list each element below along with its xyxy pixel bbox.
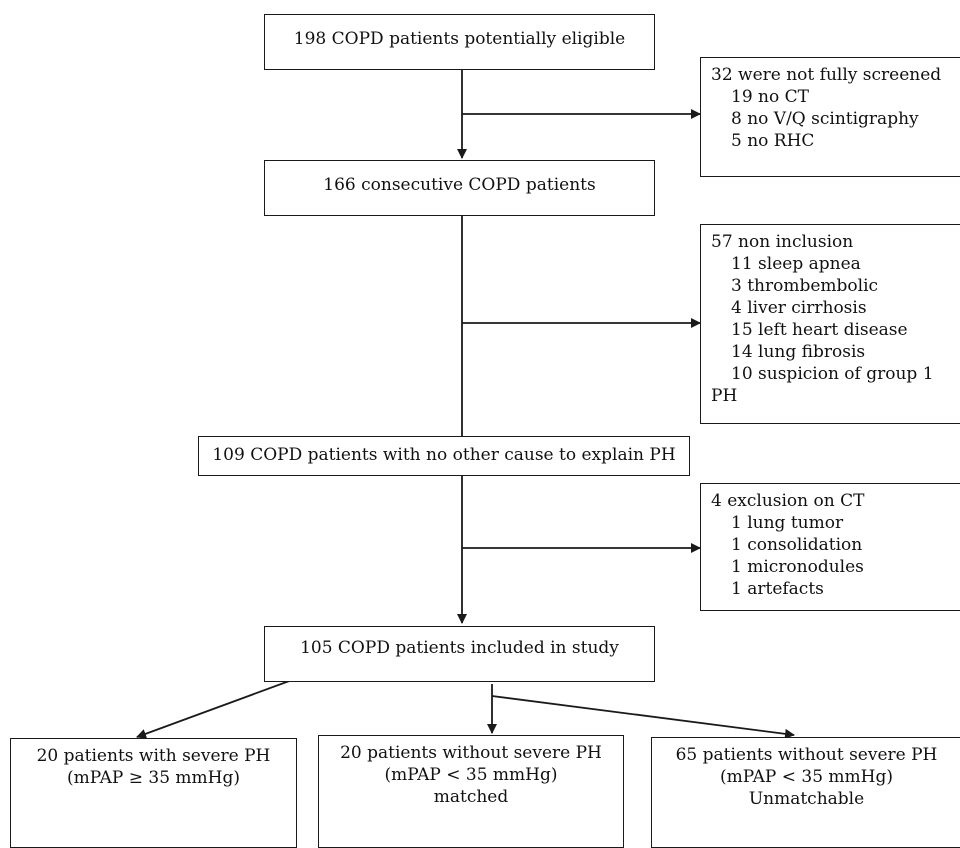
box-included: 105 COPD patients included in study: [264, 626, 655, 682]
box-eligible-text: 198 COPD patients potentially eligible: [293, 29, 626, 49]
exclusion-ct-line-1: 4 exclusion on CT: [711, 491, 865, 511]
box-exclusion-ct: 4 exclusion on CT 1 lung tumor 1 consoli…: [700, 483, 960, 611]
non-inclusion-line-4: 4 liver cirrhosis: [731, 298, 867, 318]
exclusion-ct-line-4: 1 micronodules: [731, 557, 864, 577]
not-screened-line-2: 19 no CT: [731, 87, 809, 107]
not-screened-line-3: 8 no V/Q scintigraphy: [731, 109, 919, 129]
unmatchable-line-3: Unmatchable: [748, 789, 865, 809]
box-consecutive: 166 consecutive COPD patients: [264, 160, 655, 216]
non-inclusion-line-6: 14 lung fibrosis: [731, 342, 866, 362]
matched-line-1: 20 patients without severe PH: [340, 743, 602, 763]
box-non-inclusion: 57 non inclusion 11 sleep apnea 3 thromb…: [700, 224, 960, 424]
non-inclusion-line-3: 3 thrombembolic: [731, 276, 879, 296]
not-screened-line-1: 32 were not fully screened: [711, 65, 942, 85]
non-inclusion-line-1: 57 non inclusion: [711, 232, 854, 252]
matched-line-3: matched: [433, 787, 509, 807]
exclusion-ct-line-2: 1 lung tumor: [731, 513, 844, 533]
non-inclusion-line-5: 15 left heart disease: [731, 320, 908, 340]
box-no-other-cause: 109 COPD patients with no other cause to…: [198, 436, 690, 476]
exclusion-ct-line-3: 1 consolidation: [731, 535, 863, 555]
exclusion-ct-line-5: 1 artefacts: [731, 579, 824, 599]
arrow-included-to-severe-ph: [136, 679, 293, 739]
box-matched: 20 patients without severe PH (mPAP < 35…: [318, 735, 624, 848]
matched-line-2: (mPAP < 35 mmHg): [384, 765, 558, 785]
not-screened-line-4: 5 no RHC: [731, 131, 815, 151]
box-included-text: 105 COPD patients included in study: [300, 638, 619, 658]
severe-ph-line-2: (mPAP ≥ 35 mmHg): [66, 768, 240, 788]
box-no-other-cause-text: 109 COPD patients with no other cause to…: [212, 445, 676, 465]
non-inclusion-line-2: 11 sleep apnea: [731, 254, 861, 274]
box-unmatchable: 65 patients without severe PH (mPAP < 35…: [651, 737, 960, 848]
severe-ph-line-1: 20 patients with severe PH: [36, 746, 271, 766]
box-not-screened: 32 were not fully screened 19 no CT 8 no…: [700, 57, 960, 177]
unmatchable-line-1: 65 patients without severe PH: [675, 745, 938, 765]
box-severe-ph: 20 patients with severe PH (mPAP ≥ 35 mm…: [10, 738, 297, 848]
arrow-included-to-unmatchable: [491, 695, 795, 739]
box-eligible: 198 COPD patients potentially eligible: [264, 14, 655, 70]
box-consecutive-text: 166 consecutive COPD patients: [323, 175, 596, 195]
non-inclusion-line-7: 10 suspicion of group 1: [731, 364, 934, 384]
unmatchable-line-2: (mPAP < 35 mmHg): [719, 767, 893, 787]
non-inclusion-line-8: PH: [711, 386, 738, 406]
